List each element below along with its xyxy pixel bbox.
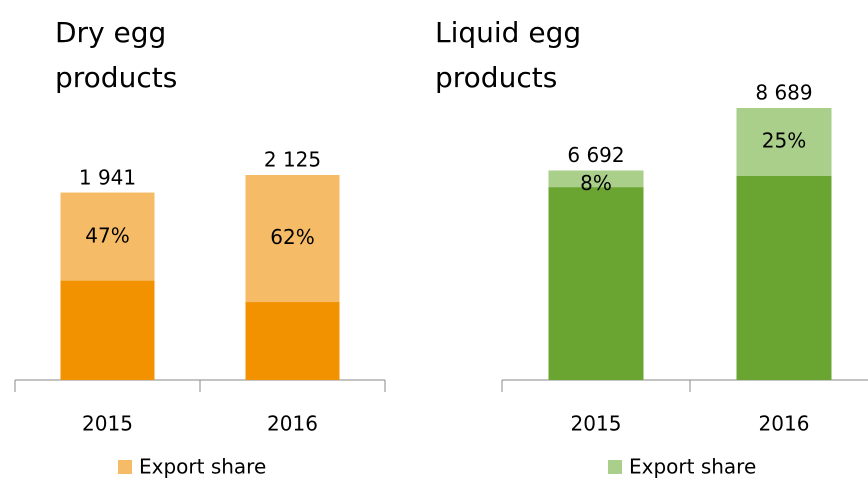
- x-tick-label: 2015: [571, 412, 622, 436]
- chart-title: Dry egg products: [55, 16, 178, 94]
- bar-export-share: [245, 175, 340, 303]
- share-label: 8%: [580, 171, 612, 195]
- chart-title: Liquid egg products: [435, 16, 582, 94]
- x-tick-label: 2015: [82, 412, 133, 436]
- total-label: 2 125: [264, 148, 321, 172]
- x-tick-label: 2016: [267, 412, 318, 436]
- total-label: 6 692: [567, 143, 624, 167]
- bar-export-share: [60, 192, 155, 281]
- legend-label: Export share: [139, 455, 266, 479]
- legend-swatch: [608, 460, 622, 474]
- bar-export-share: [736, 108, 832, 176]
- bar-export-share: [548, 170, 644, 188]
- share-label: 47%: [85, 223, 129, 247]
- total-label: 1 941: [79, 165, 136, 189]
- legend-swatch: [118, 460, 132, 474]
- total-label: 8 689: [755, 81, 812, 105]
- x-tick-label: 2016: [759, 412, 810, 436]
- share-label: 25%: [762, 129, 806, 153]
- legend-label: Export share: [629, 455, 756, 479]
- bar-total: [548, 170, 644, 380]
- share-label: 62%: [270, 225, 314, 249]
